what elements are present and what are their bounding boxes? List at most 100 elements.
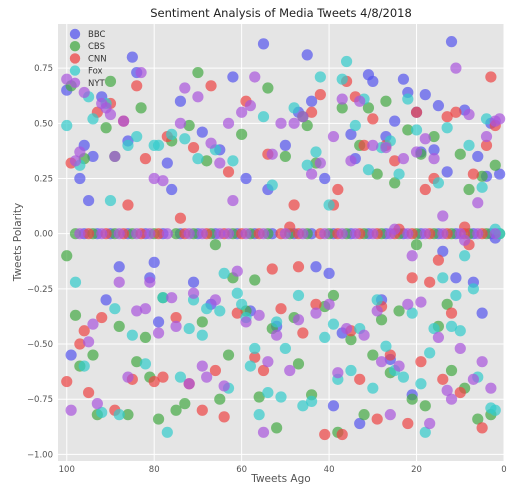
data-point — [104, 194, 117, 207]
data-point — [192, 91, 204, 103]
data-point — [218, 380, 230, 392]
data-point — [196, 329, 208, 341]
data-point — [240, 228, 252, 240]
data-point — [384, 409, 396, 421]
data-point — [222, 166, 235, 178]
data-point — [288, 102, 300, 114]
data-point — [301, 159, 313, 171]
data-point — [109, 303, 121, 315]
data-point — [349, 119, 361, 132]
legend: BBC CBS CNN Fox NYT — [69, 28, 107, 89]
data-point — [87, 349, 99, 361]
y-tick-label: −0.50 — [27, 340, 53, 350]
data-point — [454, 342, 466, 355]
x-axis-label: Tweets Ago — [250, 473, 310, 485]
data-point — [424, 347, 436, 359]
series-nyt — [61, 62, 506, 438]
data-point — [275, 303, 287, 315]
data-point — [266, 179, 278, 191]
data-point — [196, 316, 208, 328]
data-point — [126, 51, 138, 63]
data-point — [113, 409, 125, 421]
data-point — [218, 267, 230, 279]
data-point — [445, 307, 458, 319]
data-point — [489, 404, 501, 416]
data-point — [310, 298, 322, 310]
data-point — [319, 428, 331, 441]
x-tick-label: 20 — [411, 465, 422, 475]
data-point — [310, 261, 322, 273]
data-point — [310, 146, 322, 158]
data-point — [424, 417, 436, 430]
data-point — [445, 393, 458, 405]
data-point — [166, 128, 178, 140]
data-point — [257, 111, 270, 123]
data-point — [367, 139, 379, 151]
data-point — [152, 316, 165, 328]
data-point — [249, 342, 261, 355]
data-point — [424, 276, 436, 288]
data-point — [467, 168, 479, 180]
data-point — [122, 371, 134, 383]
data-point — [467, 373, 479, 385]
data-point — [297, 400, 309, 412]
data-point — [445, 320, 458, 332]
data-point — [480, 130, 493, 143]
data-point — [187, 276, 200, 288]
data-point — [292, 289, 305, 302]
data-point — [397, 371, 410, 383]
data-point — [314, 89, 326, 101]
data-point — [148, 256, 160, 268]
data-point — [236, 106, 248, 118]
data-point — [218, 411, 230, 423]
data-point — [345, 364, 357, 377]
data-point — [450, 62, 462, 74]
data-point — [231, 307, 243, 319]
data-point — [472, 228, 484, 240]
data-point — [432, 331, 445, 344]
data-point — [91, 398, 103, 410]
data-point — [117, 115, 130, 127]
data-point — [262, 356, 274, 368]
data-point — [354, 95, 366, 107]
data-point — [271, 316, 283, 328]
data-point — [472, 150, 484, 163]
data-point — [406, 393, 418, 405]
data-point — [389, 115, 401, 127]
y-tick-label: 0.50 — [34, 119, 53, 129]
data-point — [362, 102, 375, 114]
data-point — [340, 322, 353, 335]
data-point — [336, 73, 348, 85]
data-point — [450, 289, 462, 302]
data-point — [485, 382, 497, 394]
data-point — [428, 130, 440, 143]
data-point — [214, 228, 226, 240]
data-point — [179, 398, 191, 410]
data-point — [297, 111, 309, 123]
data-point — [104, 108, 117, 121]
data-point — [192, 153, 204, 165]
data-point — [240, 316, 252, 328]
data-point — [454, 228, 466, 240]
data-point — [196, 404, 208, 416]
data-point — [74, 172, 86, 185]
data-point — [240, 172, 252, 185]
data-point — [336, 93, 348, 105]
data-point — [467, 283, 479, 295]
legend-label: NYT — [88, 79, 106, 89]
data-point — [187, 141, 200, 154]
data-point — [144, 228, 156, 240]
data-point — [174, 371, 187, 383]
data-point — [257, 228, 270, 240]
data-point — [437, 210, 449, 222]
data-point — [494, 168, 506, 180]
data-point — [131, 80, 143, 92]
data-point — [279, 139, 291, 151]
data-point — [126, 329, 138, 341]
data-point — [310, 307, 322, 319]
data-point — [214, 157, 226, 169]
data-point — [139, 303, 152, 315]
data-point — [393, 360, 405, 372]
data-point — [231, 265, 243, 277]
data-point — [367, 75, 379, 87]
